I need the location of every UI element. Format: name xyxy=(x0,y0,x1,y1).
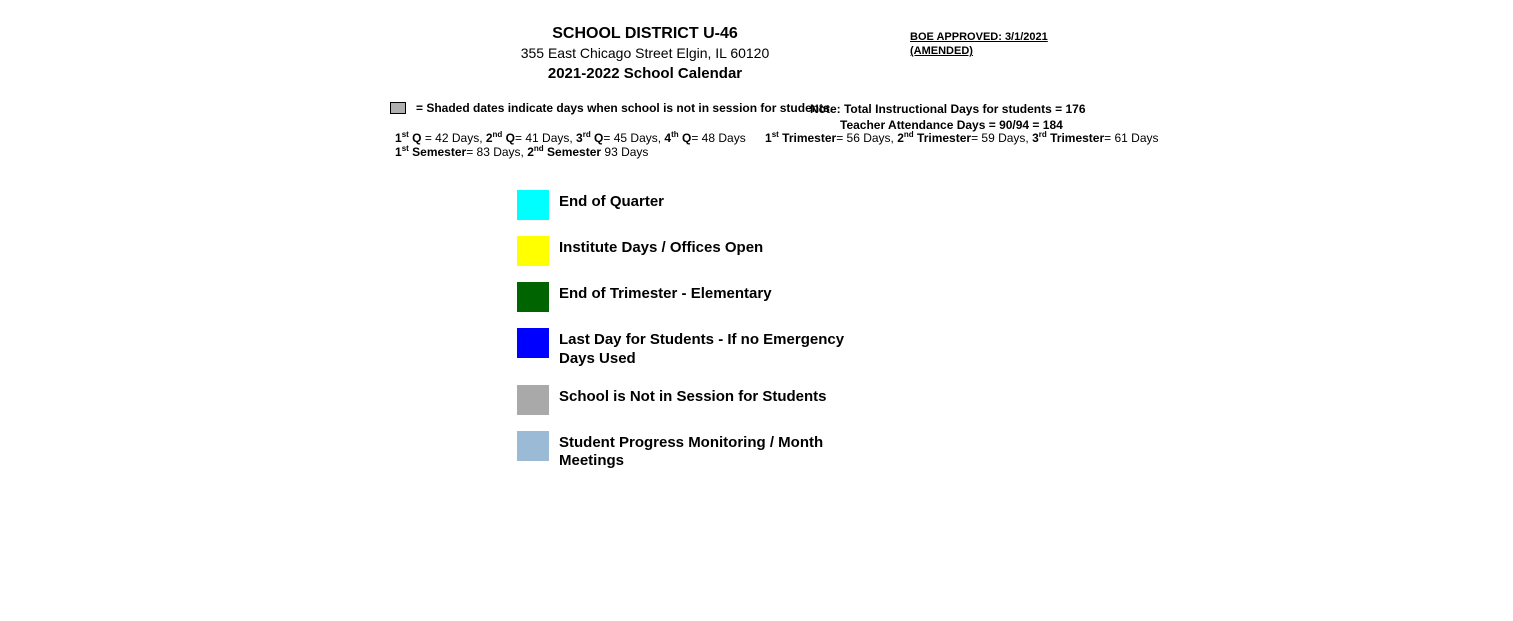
shaded-note: = Shaded dates indicate days when school… xyxy=(416,101,833,115)
semesters-line: 1st Semester= 83 Days, 2nd Semester 93 D… xyxy=(395,144,648,159)
legend-label: End of Trimester - Elementary xyxy=(559,282,772,304)
header: SCHOOL DISTRICT U-46 355 East Chicago St… xyxy=(490,25,800,82)
legend-item-institute-days: Institute Days / Offices Open xyxy=(517,236,879,266)
legend: End of Quarter Institute Days / Offices … xyxy=(517,190,879,487)
approval-line-2: (AMENDED) xyxy=(910,44,1048,58)
instructional-note: Note: Total Instructional Days for stude… xyxy=(810,101,1086,133)
legend-item-not-in-session: School is Not in Session for Students xyxy=(517,385,879,415)
shaded-swatch xyxy=(390,102,406,114)
approval-line-1: BOE APPROVED: 3/1/2021 xyxy=(910,30,1048,44)
swatch-end-of-quarter xyxy=(517,190,549,220)
swatch-end-of-trimester xyxy=(517,282,549,312)
legend-label: School is Not in Session for Students xyxy=(559,385,827,407)
swatch-institute-days xyxy=(517,236,549,266)
shaded-legend-row: = Shaded dates indicate days when school… xyxy=(390,101,833,115)
district-address: 355 East Chicago Street Elgin, IL 60120 xyxy=(490,45,800,61)
legend-item-end-of-quarter: End of Quarter xyxy=(517,190,879,220)
district-title: SCHOOL DISTRICT U-46 xyxy=(490,25,800,43)
trimesters-line: 1st Trimester= 56 Days, 2nd Trimester= 5… xyxy=(765,130,1159,145)
legend-item-end-of-trimester: End of Trimester - Elementary xyxy=(517,282,879,312)
legend-item-progress-monitoring: Student Progress Monitoring / Month Meet… xyxy=(517,431,879,472)
quarters-line: 1st Q = 42 Days, 2nd Q= 41 Days, 3rd Q= … xyxy=(395,130,746,145)
swatch-not-in-session xyxy=(517,385,549,415)
instructional-days: Note: Total Instructional Days for stude… xyxy=(810,101,1086,117)
swatch-last-day xyxy=(517,328,549,358)
legend-label: Student Progress Monitoring / Month Meet… xyxy=(559,431,879,472)
legend-label: End of Quarter xyxy=(559,190,664,212)
legend-item-last-day: Last Day for Students - If no Emergency … xyxy=(517,328,879,369)
swatch-progress-monitoring xyxy=(517,431,549,461)
legend-label: Last Day for Students - If no Emergency … xyxy=(559,328,879,369)
legend-label: Institute Days / Offices Open xyxy=(559,236,763,258)
approval-note: BOE APPROVED: 3/1/2021 (AMENDED) xyxy=(910,30,1048,59)
calendar-title: 2021-2022 School Calendar xyxy=(490,65,800,82)
